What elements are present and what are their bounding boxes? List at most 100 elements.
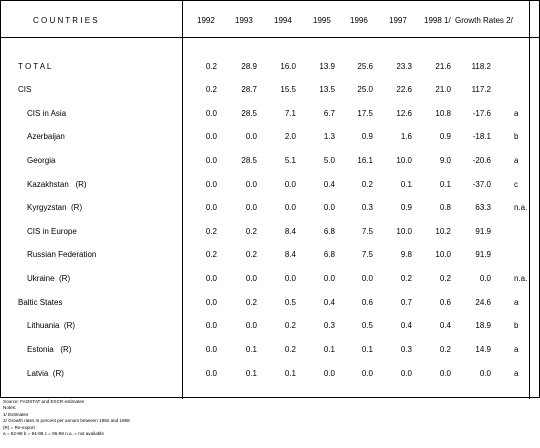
table-row: Russian Federation 0.2 0.2 8.4 6.8 7.5 9.8 10.0… (1, 250, 540, 262)
column-divider-left (182, 1, 183, 399)
table-row: Baltic States 0.0 0.2 0.5 0.4 0.6 0.7 0.6 24.6 a (1, 298, 540, 310)
year-value-cell: 0.2 (439, 274, 451, 283)
year-value-cell: 0.1 (400, 180, 412, 189)
year-value-cell: 9.0 (439, 156, 451, 165)
growth-rate-cell: 0.0 (479, 369, 491, 378)
year-value-cell: 0.2 (245, 250, 257, 259)
year-value-cell: 9.8 (400, 250, 412, 259)
table-row: Lithuania (R) 0.0 0.0 0.2 0.3 0.5 0.4 0.4 18.9 b (1, 321, 540, 333)
year-value-cell: 0.9 (400, 203, 412, 212)
period-note: n.a. (514, 203, 528, 212)
year-value-cell: 16.1 (357, 156, 373, 165)
year-value-cell: 0.0 (323, 369, 335, 378)
country-name: Baltic States (18, 298, 63, 307)
year-value-cell: 0.0 (323, 274, 335, 283)
period-note: a (514, 109, 519, 118)
table-row: Latvia (R) 0.0 0.1 0.1 0.0 0.0 0.0 0.0 0.0 a (1, 369, 540, 381)
year-value-cell: 13.9 (319, 62, 335, 71)
table-row: CIS in Europe 0.2 0.2 8.4 6.8 7.5 10.0 10.2 91.9 (1, 227, 540, 239)
growth-rates-header: Growth Rates 2/ (455, 16, 513, 25)
year-value-cell: 0.2 (245, 227, 257, 236)
year-value-cell: 0.0 (361, 274, 373, 283)
year-value-cell: 0.0 (284, 180, 296, 189)
year-value-cell: 0.9 (439, 132, 451, 141)
year-value-cell: 0.2 (284, 345, 296, 354)
growth-rate-cell: 118.2 (471, 62, 491, 71)
period-note: b (514, 132, 519, 141)
year-value-cell: 0.9 (361, 132, 373, 141)
table-row: Kazakhstan (R) 0.0 0.0 0.0 0.4 0.2 0.1 0.1 -37.0… (1, 180, 540, 192)
year-value-cell: 10.0 (396, 156, 412, 165)
table-footnotes: Source: FAOSTAT and ESCR estimates Notes… (3, 399, 130, 437)
year-value-cell: 0.0 (245, 180, 257, 189)
year-value-cell: 12.6 (396, 109, 412, 118)
year-value-cell: 0.4 (323, 298, 335, 307)
country-name: Georgia (27, 156, 56, 165)
year-value-cell: 0.0 (205, 321, 217, 330)
year-value-cell: 28.5 (241, 109, 257, 118)
table-row: Ukraine (R) 0.0 0.0 0.0 0.0 0.0 0.2 0.2 0.0 n.a. (1, 274, 540, 286)
year-value-cell: 0.0 (439, 369, 451, 378)
year-value-cell: 10.0 (435, 250, 451, 259)
year-value-cell: 0.2 (205, 85, 217, 94)
growth-rate-cell: 24.6 (475, 298, 491, 307)
year-value-cell: 0.0 (205, 369, 217, 378)
year-value-cell: 6.7 (323, 109, 335, 118)
year-value-cell: 0.4 (400, 321, 412, 330)
year-value-cell: 0.0 (205, 109, 217, 118)
period-note: n.a. (514, 274, 528, 283)
year-value-cell: 0.4 (323, 180, 335, 189)
year-value-cell: 25.0 (357, 85, 373, 94)
year-value-cell: 0.2 (284, 321, 296, 330)
year-value-cell: 0.3 (323, 321, 335, 330)
year-value-cell: 0.1 (284, 369, 296, 378)
year-value-cell: 25.6 (357, 62, 373, 71)
year-value-cell: 0.2 (439, 345, 451, 354)
country-name: CIS in Europe (27, 227, 77, 236)
year-value-cell: 0.5 (284, 298, 296, 307)
year-header-1997: 1997 (389, 16, 407, 25)
year-value-cell: 0.6 (439, 298, 451, 307)
year-value-cell: 13.5 (319, 85, 335, 94)
table-row: CIS 0.2 28.7 15.5 13.5 25.0 22.6 21.0 117.2 (1, 85, 540, 97)
year-header-1992: 1992 (197, 16, 215, 25)
year-header-1994: 1994 (274, 16, 292, 25)
year-value-cell: 23.3 (396, 62, 412, 71)
year-value-cell: 16.0 (280, 62, 296, 71)
year-value-cell: 1.3 (323, 132, 335, 141)
year-value-cell: 17.5 (357, 109, 373, 118)
year-value-cell: 0.4 (439, 321, 451, 330)
country-name: Lithuania (R) (27, 321, 76, 330)
year-value-cell: 8.4 (284, 227, 296, 236)
year-value-cell: 7.5 (361, 250, 373, 259)
year-value-cell: 0.2 (205, 250, 217, 259)
note-4: a = 92-98 b = 94-98 c = 95-98 n.a. = not… (3, 431, 104, 437)
country-name: Russian Federation (27, 250, 97, 259)
year-value-cell: 0.5 (361, 321, 373, 330)
year-value-cell: 28.9 (241, 62, 257, 71)
year-value-cell: 21.0 (435, 85, 451, 94)
year-value-cell: 10.8 (435, 109, 451, 118)
country-name: Estonia (R) (27, 345, 72, 354)
country-name: Kazakhstan (R) (27, 180, 87, 189)
year-header-1998: 1998 1/ (424, 16, 451, 25)
growth-rate-cell: 117.2 (471, 85, 491, 94)
year-value-cell: 0.7 (400, 298, 412, 307)
growth-rate-cell: 18.9 (475, 321, 491, 330)
table-row: Azerbaijan 0.0 0.0 2.0 1.3 0.9 1.6 0.9 -18.1 b (1, 132, 540, 144)
year-value-cell: 0.0 (205, 180, 217, 189)
year-value-cell: 2.0 (284, 132, 296, 141)
year-value-cell: 0.1 (323, 345, 335, 354)
year-value-cell: 1.6 (400, 132, 412, 141)
year-value-cell: 0.0 (284, 203, 296, 212)
column-divider-right (529, 1, 530, 399)
year-header-1995: 1995 (313, 16, 331, 25)
year-value-cell: 0.0 (205, 156, 217, 165)
country-name: Latvia (R) (27, 369, 64, 378)
year-value-cell: 0.1 (245, 369, 257, 378)
year-value-cell: 0.0 (245, 203, 257, 212)
year-value-cell: 7.1 (284, 109, 296, 118)
year-value-cell: 0.2 (245, 298, 257, 307)
year-value-cell: 0.0 (205, 274, 217, 283)
growth-rate-cell: -18.1 (472, 132, 491, 141)
